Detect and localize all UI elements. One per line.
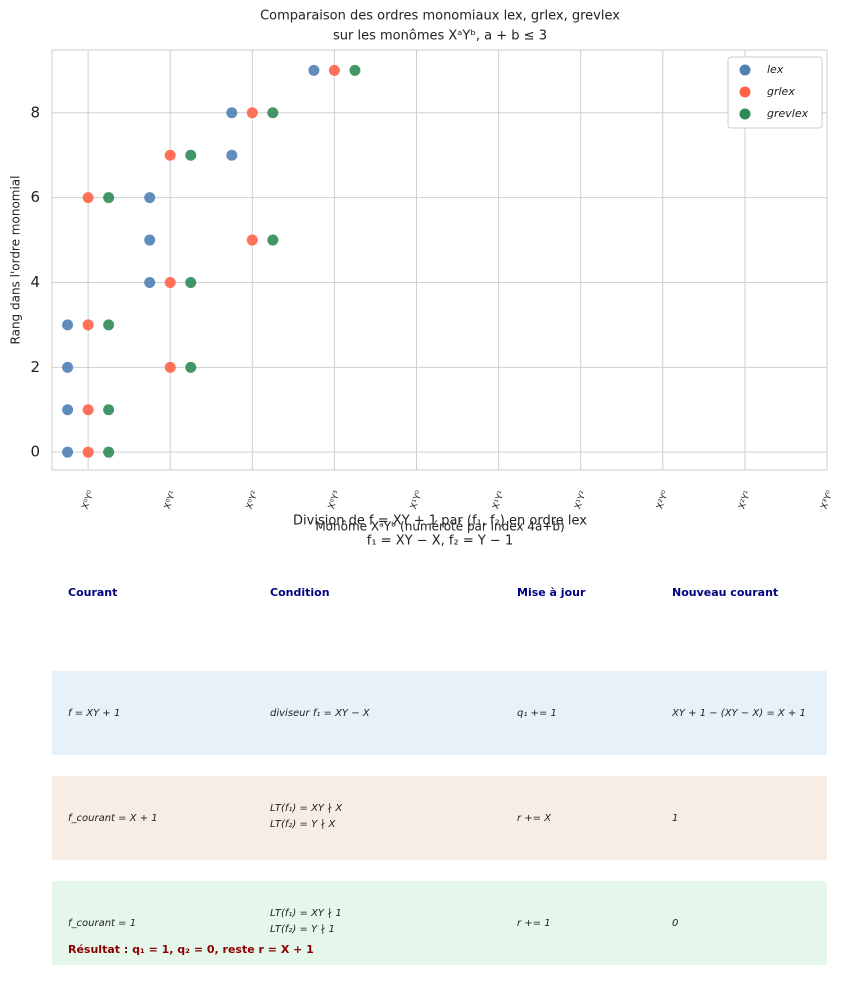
point	[62, 446, 74, 458]
table-cell: 1	[672, 813, 678, 824]
table-header: Nouveau courant	[672, 586, 778, 599]
legend-label: lex	[767, 63, 784, 76]
table-cell: q₁ += 1	[517, 708, 557, 719]
x-tick-label: X¹Y²	[573, 489, 589, 511]
point	[144, 234, 156, 246]
point	[246, 234, 258, 246]
x-tick-label: X¹Y⁰	[409, 489, 425, 511]
point	[185, 276, 197, 288]
point	[226, 149, 238, 161]
point	[62, 361, 74, 373]
table-cell: LT(f₂) = Y ∤ 1	[270, 924, 335, 935]
legend-label: grlex	[767, 85, 795, 98]
point	[144, 276, 156, 288]
legend-label: grevlex	[767, 107, 809, 120]
legend-marker	[739, 108, 751, 120]
y-tick-label: 0	[30, 443, 40, 461]
point	[103, 404, 115, 416]
table-row	[52, 881, 827, 965]
point	[82, 404, 94, 416]
point	[103, 446, 115, 458]
table-row	[52, 776, 827, 860]
x-tick-label: X²Y⁰	[655, 489, 671, 511]
point	[164, 361, 176, 373]
table-cell: f_courant = X + 1	[68, 813, 158, 824]
table-cell: LT(f₁) = XY ∤ 1	[270, 908, 342, 919]
y-tick-label: 4	[30, 273, 40, 291]
table-header: Courant	[68, 586, 117, 599]
point	[164, 276, 176, 288]
point	[185, 149, 197, 161]
table-subtitle: f₁ = XY − X, f₂ = Y − 1	[367, 534, 513, 549]
point	[103, 319, 115, 331]
point	[62, 319, 74, 331]
table-cell: diviseur f₁ = XY − X	[270, 708, 371, 719]
point	[267, 107, 279, 119]
table-cell: XY + 1 − (XY − X) = X + 1	[671, 708, 806, 719]
table-title: Division de f = XY + 1 par (f₁, f₂) en o…	[293, 514, 587, 529]
legend-box	[727, 56, 823, 129]
point	[62, 404, 74, 416]
point	[226, 107, 238, 119]
x-axis-label: Monôme XᵃYᵇ (numéroté par index 4a+b)	[315, 520, 564, 534]
table-header: Condition	[270, 586, 330, 599]
table-cell: r += X	[517, 813, 552, 824]
table-cell: 0	[672, 918, 678, 929]
table-cell: f = XY + 1	[68, 708, 120, 719]
point	[144, 192, 156, 204]
point	[267, 234, 279, 246]
table-cell: f_courant = 1	[68, 918, 136, 929]
table-header: Mise à jour	[517, 586, 586, 599]
table-cell: r += 1	[517, 918, 551, 929]
point	[328, 64, 340, 76]
point	[164, 149, 176, 161]
point	[103, 192, 115, 204]
x-tick-label: X²Y¹	[737, 489, 753, 511]
y-tick-label: 2	[30, 358, 40, 376]
x-tick-label: X¹Y¹	[491, 489, 507, 511]
x-tick-label: X⁰Y³	[327, 489, 343, 511]
y-axis-label: Rang dans l'ordre monomial	[9, 176, 23, 345]
chart-title: Comparaison des ordres monomiaux lex, gr…	[260, 9, 620, 24]
point	[82, 319, 94, 331]
table-cell: LT(f₁) = XY ∤ X	[270, 803, 343, 814]
y-tick-label: 8	[30, 103, 40, 121]
y-tick-label: 6	[30, 188, 40, 206]
point	[349, 64, 361, 76]
point	[308, 64, 320, 76]
chart-subtitle: sur les monômes XᵃYᵇ, a + b ≤ 3	[333, 29, 547, 44]
legend-marker	[739, 86, 751, 98]
x-tick-label: X⁰Y¹	[163, 489, 179, 511]
point	[185, 361, 197, 373]
point	[82, 192, 94, 204]
x-tick-label: X³Y⁰	[820, 489, 836, 511]
table-row	[52, 671, 827, 755]
result: Résultat : q₁ = 1, q₂ = 0, reste r = X +…	[68, 943, 314, 956]
point	[82, 446, 94, 458]
point	[246, 107, 258, 119]
x-tick-label: X⁰Y²	[245, 489, 261, 511]
x-tick-label: X⁰Y⁰	[81, 489, 97, 511]
legend-marker	[739, 64, 751, 76]
plot-frame	[51, 49, 828, 471]
table-cell: LT(f₂) = Y ∤ X	[270, 819, 337, 830]
